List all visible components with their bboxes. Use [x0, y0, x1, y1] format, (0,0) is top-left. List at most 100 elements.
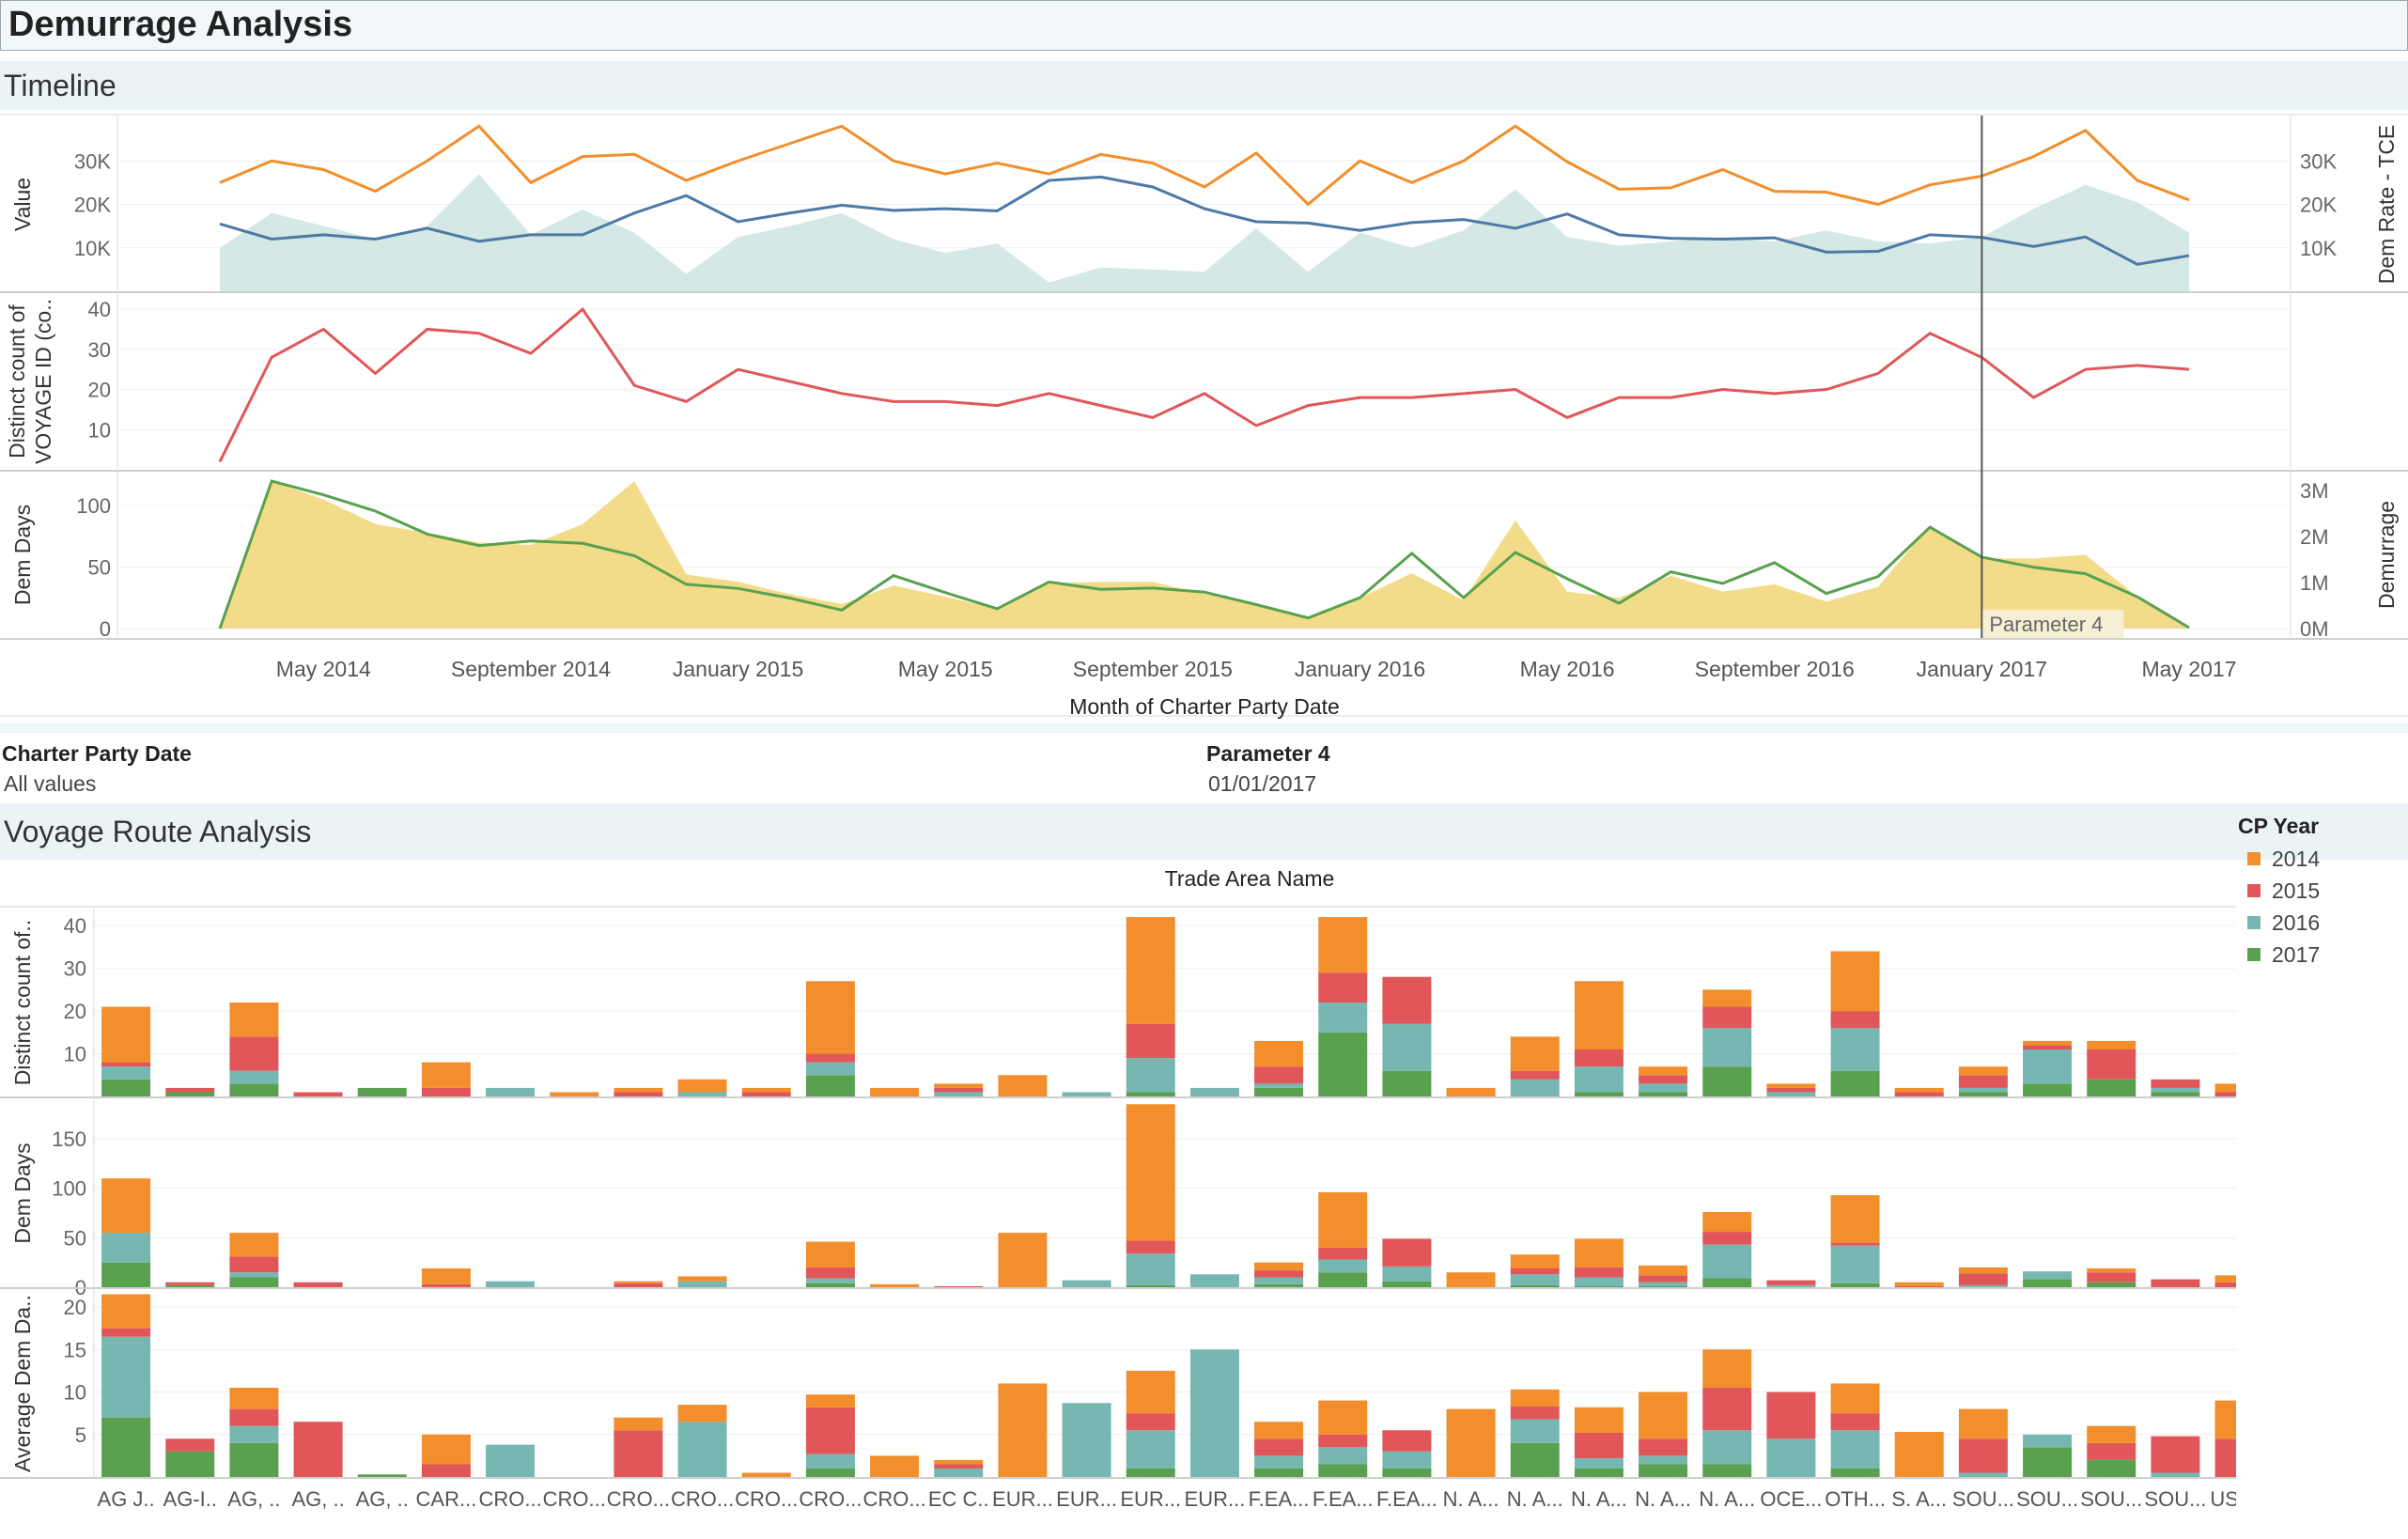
bar-segment-2015: [614, 1430, 663, 1477]
filter-value[interactable]: All values: [4, 771, 97, 796]
bar-segment-2017: [229, 1083, 279, 1096]
bar-segment-2015: [1574, 1432, 1623, 1459]
bar-segment-2014: [614, 1417, 663, 1431]
voyage-section-header: Voyage Route Analysis: [0, 803, 2408, 860]
cp-year-legend[interactable]: CP Year 2014 2015 2016 2017: [2238, 814, 2398, 971]
bar-segment-2016: [1126, 1253, 1175, 1285]
legend-item-2017[interactable]: 2017: [2238, 939, 2398, 971]
y2-tick-label: 20K: [2300, 194, 2337, 217]
bar-segment-2014: [870, 1283, 920, 1287]
bar-segment-2014: [1894, 1087, 1944, 1093]
bar-segment-2014: [1126, 1370, 1175, 1414]
legend-item-2015[interactable]: 2015: [2238, 875, 2398, 907]
bar-segment-2016: [2151, 1472, 2200, 1477]
bar-segment-2017: [357, 1087, 407, 1096]
bar-segment-2017: [165, 1451, 215, 1477]
bar-segment-2014: [101, 1178, 151, 1234]
bar-segment-2014: [998, 1383, 1048, 1477]
bar-segment-2016: [1318, 1259, 1368, 1273]
filter-value[interactable]: 01/01/2017: [1208, 771, 1317, 796]
x-tick-label: OTH...: [1825, 1487, 1886, 1511]
voyage-count-line: [218, 306, 2190, 463]
bar-segment-2014: [1446, 1408, 1496, 1477]
bar-segment-2016: [1639, 1455, 1688, 1465]
bar-segment-2014: [677, 1079, 727, 1093]
y-tick-label: 50: [88, 556, 111, 580]
bar-segment-2017: [805, 1468, 855, 1477]
bar-segment-2014: [1318, 1191, 1368, 1248]
bar-segment-2015: [1830, 1413, 1880, 1431]
x-tick-label: EUR...: [1185, 1487, 1246, 1511]
charter-party-date-filter[interactable]: Charter Party Date All values: [0, 736, 1195, 797]
column-header: Trade Area Name: [1165, 866, 1335, 891]
legend-swatch: [2247, 852, 2260, 865]
bar-segment-2016: [1702, 1244, 1752, 1279]
bar-segment-2015: [293, 1092, 343, 1096]
bar-segment-2014: [741, 1087, 791, 1093]
bar-segment-2015: [2023, 1045, 2073, 1049]
bar-segment-2014: [1830, 951, 1880, 1012]
x-tick-label: May 2016: [1520, 657, 1615, 681]
x-tick-label: CRO...: [543, 1487, 606, 1511]
bar-segment-2015: [293, 1422, 343, 1477]
bar-segment-2014: [1830, 1383, 1880, 1414]
bar-segment-2014: [1510, 1389, 1560, 1407]
bar-segment-2014: [805, 1394, 855, 1407]
bar-segment-2015: [805, 1407, 855, 1454]
bar-segment-2016: [229, 1425, 279, 1443]
bar-segment-2017: [357, 1474, 407, 1477]
bar-segment-2014: [1446, 1087, 1496, 1096]
bar-segment-2016: [805, 1454, 855, 1469]
bar-segment-2017: [1958, 1092, 2008, 1096]
legend-swatch: [2247, 916, 2260, 929]
x-tick-label: May 2015: [898, 657, 993, 681]
bar-segment-2016: [1189, 1274, 1239, 1287]
section-divider: [0, 723, 2408, 733]
bar-segment-2014: [2023, 1040, 2073, 1046]
bar-segment-2014: [805, 1241, 855, 1267]
bar-segment-2016: [101, 1233, 151, 1263]
y-axis-title: Distinct count of..: [10, 920, 35, 1085]
y-axis-title: Distinct count of: [5, 304, 29, 459]
bar-segment-2014: [614, 1087, 663, 1093]
bar-segment-2016: [1062, 1092, 1111, 1096]
bar-segment-2017: [2087, 1282, 2136, 1287]
voyage-route-chart: Trade Area Name 10 20 30 40 Distinct count of…: [0, 866, 2236, 1511]
y-tick-label: 150: [52, 1127, 86, 1151]
bar-segment-2015: [1639, 1438, 1688, 1456]
x-tick-label: CRO...: [478, 1487, 541, 1511]
bar-segment-2014: [1958, 1267, 2008, 1274]
legend-label: 2015: [2272, 878, 2321, 903]
bar-segment-2015: [165, 1282, 215, 1285]
bar-segment-2016: [1254, 1277, 1304, 1284]
bar-segment-2017: [1318, 1464, 1368, 1477]
y-tick-label: 30: [64, 957, 86, 981]
legend-item-2014[interactable]: 2014: [2238, 843, 2398, 875]
legend-item-2016[interactable]: 2016: [2238, 907, 2398, 939]
bar-segment-2017: [805, 1075, 855, 1096]
y-tick-label: 100: [52, 1177, 86, 1201]
bar-segment-2014: [614, 1281, 663, 1283]
parameter-4-filter[interactable]: Parameter 4 01/01/2017: [1201, 736, 2408, 797]
x-tick-label: F.EA...: [1313, 1487, 1374, 1511]
y-tick-label: 30K: [74, 149, 111, 173]
bar-segment-2016: [1510, 1419, 1560, 1443]
bar-segment-2015: [2151, 1279, 2200, 1287]
bar-segment-2014: [421, 1268, 471, 1284]
bar-segment-2014: [229, 1388, 279, 1409]
bar-segment-2016: [677, 1422, 727, 1477]
bar-segment-2017: [101, 1079, 151, 1096]
bar-segment-2015: [2087, 1049, 2136, 1080]
bar-segment-2016: [1766, 1438, 1816, 1477]
y2-tick-label: 0M: [2300, 617, 2329, 641]
y-axis-title: Dem Days: [10, 1143, 35, 1243]
bar-segment-2015: [2214, 1438, 2236, 1477]
bar-segment-2016: [1126, 1430, 1175, 1469]
value-band-area: [220, 174, 2189, 291]
x-tick-label: CRO...: [799, 1487, 862, 1511]
bar-segment-2014: [2087, 1268, 2136, 1273]
filter-label: Parameter 4: [1206, 741, 1330, 766]
bar-segment-2015: [805, 1053, 855, 1063]
x-tick-label: SOU...: [2144, 1487, 2206, 1511]
